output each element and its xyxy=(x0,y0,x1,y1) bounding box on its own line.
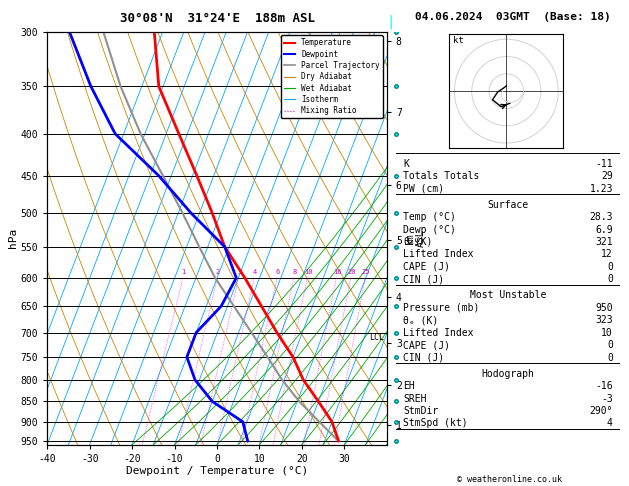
Text: StmDir: StmDir xyxy=(403,406,438,416)
Text: 290°: 290° xyxy=(589,406,613,416)
Text: Lifted Index: Lifted Index xyxy=(403,328,474,338)
Text: CIN (J): CIN (J) xyxy=(403,353,444,363)
Text: 30°08'N  31°24'E  188m ASL: 30°08'N 31°24'E 188m ASL xyxy=(120,12,314,25)
Text: 0: 0 xyxy=(607,353,613,363)
Text: 25: 25 xyxy=(362,269,370,275)
Text: PW (cm): PW (cm) xyxy=(403,184,444,193)
Text: StmSpd (kt): StmSpd (kt) xyxy=(403,418,467,429)
Text: 10: 10 xyxy=(304,269,312,275)
Text: 20: 20 xyxy=(347,269,355,275)
Text: 16: 16 xyxy=(333,269,342,275)
Text: LCL: LCL xyxy=(369,333,384,342)
Text: EH: EH xyxy=(403,381,415,391)
Legend: Temperature, Dewpoint, Parcel Trajectory, Dry Adiabat, Wet Adiabat, Isotherm, Mi: Temperature, Dewpoint, Parcel Trajectory… xyxy=(281,35,383,118)
Text: |: | xyxy=(386,15,395,29)
Text: 1: 1 xyxy=(182,269,186,275)
Text: 1.23: 1.23 xyxy=(589,184,613,193)
Text: 323: 323 xyxy=(595,315,613,325)
Text: Surface: Surface xyxy=(487,200,528,209)
Text: Hodograph: Hodograph xyxy=(481,369,535,379)
Text: Most Unstable: Most Unstable xyxy=(470,291,546,300)
Text: 28.3: 28.3 xyxy=(589,212,613,222)
Y-axis label: km
ASL: km ASL xyxy=(404,229,426,247)
Text: 0: 0 xyxy=(607,262,613,272)
Text: 3: 3 xyxy=(237,269,242,275)
Text: 4: 4 xyxy=(607,418,613,429)
Text: 10: 10 xyxy=(601,328,613,338)
Text: 950: 950 xyxy=(595,303,613,313)
Text: 29: 29 xyxy=(601,171,613,181)
Text: Pressure (mb): Pressure (mb) xyxy=(403,303,479,313)
Text: 0: 0 xyxy=(607,274,613,284)
Text: CIN (J): CIN (J) xyxy=(403,274,444,284)
Text: -3: -3 xyxy=(601,394,613,403)
Text: 04.06.2024  03GMT  (Base: 18): 04.06.2024 03GMT (Base: 18) xyxy=(415,12,611,22)
Text: Lifted Index: Lifted Index xyxy=(403,249,474,260)
Text: Totals Totals: Totals Totals xyxy=(403,171,479,181)
Text: kt: kt xyxy=(453,35,464,45)
Text: Dewp (°C): Dewp (°C) xyxy=(403,225,456,235)
Text: © weatheronline.co.uk: © weatheronline.co.uk xyxy=(457,474,562,484)
Text: CAPE (J): CAPE (J) xyxy=(403,340,450,350)
Text: θₑ (K): θₑ (K) xyxy=(403,315,438,325)
Text: 12: 12 xyxy=(601,249,613,260)
Text: SREH: SREH xyxy=(403,394,426,403)
Text: 2: 2 xyxy=(216,269,220,275)
X-axis label: Dewpoint / Temperature (°C): Dewpoint / Temperature (°C) xyxy=(126,467,308,476)
Text: 6: 6 xyxy=(276,269,280,275)
Text: K: K xyxy=(403,159,409,169)
Text: -16: -16 xyxy=(595,381,613,391)
Text: θₑ(K): θₑ(K) xyxy=(403,237,432,247)
Text: 4: 4 xyxy=(253,269,257,275)
Text: 8: 8 xyxy=(292,269,297,275)
Text: 6.9: 6.9 xyxy=(595,225,613,235)
Text: -11: -11 xyxy=(595,159,613,169)
Text: Temp (°C): Temp (°C) xyxy=(403,212,456,222)
Text: 321: 321 xyxy=(595,237,613,247)
Text: CAPE (J): CAPE (J) xyxy=(403,262,450,272)
Y-axis label: hPa: hPa xyxy=(8,228,18,248)
Text: 0: 0 xyxy=(607,340,613,350)
